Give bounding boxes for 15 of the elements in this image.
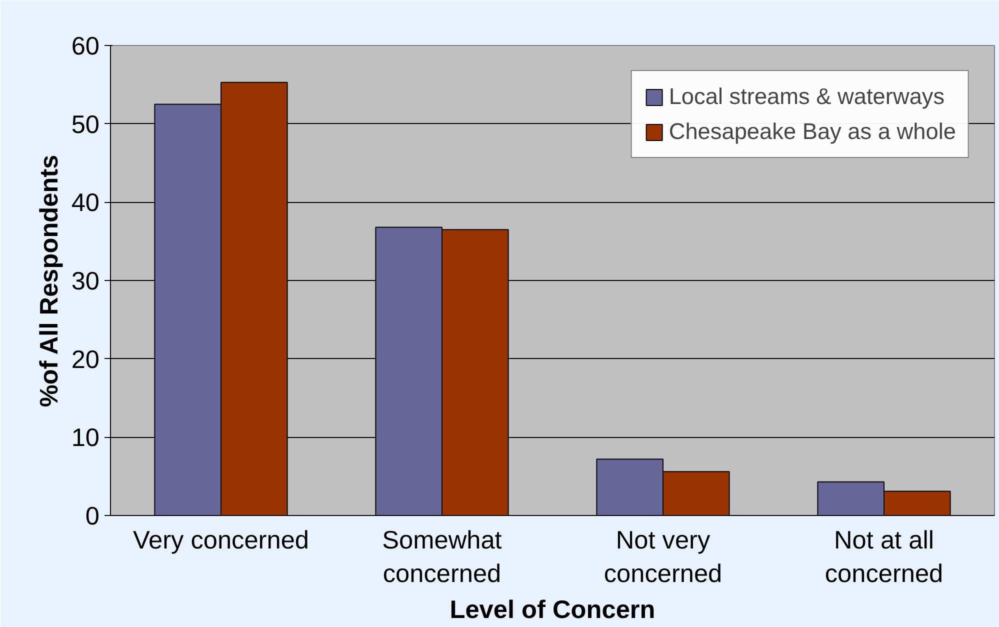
- x-tick-label: Not at all concerned: [824, 526, 944, 588]
- x-axis-title: Level of Concern: [450, 596, 656, 624]
- y-tick-label: 30: [71, 268, 100, 296]
- x-tick-label: Very concerned: [133, 526, 309, 554]
- y-tick-label: 10: [71, 424, 100, 452]
- y-tick-label: 20: [71, 346, 100, 374]
- y-tick-label: 50: [71, 110, 100, 139]
- y-tick-label: 0: [85, 502, 100, 530]
- y-tick-label: 60: [71, 32, 100, 60]
- legend-label: Chesapeake Bay as a whole: [668, 118, 956, 145]
- legend-label: Local streams & waterways: [668, 83, 945, 110]
- x-tick-label: Somewhat concerned: [382, 526, 502, 588]
- y-tick-label: 40: [71, 189, 100, 218]
- y-axis-title: %of All Respondents: [35, 154, 64, 408]
- x-tick-label: Not very concerned: [604, 526, 722, 588]
